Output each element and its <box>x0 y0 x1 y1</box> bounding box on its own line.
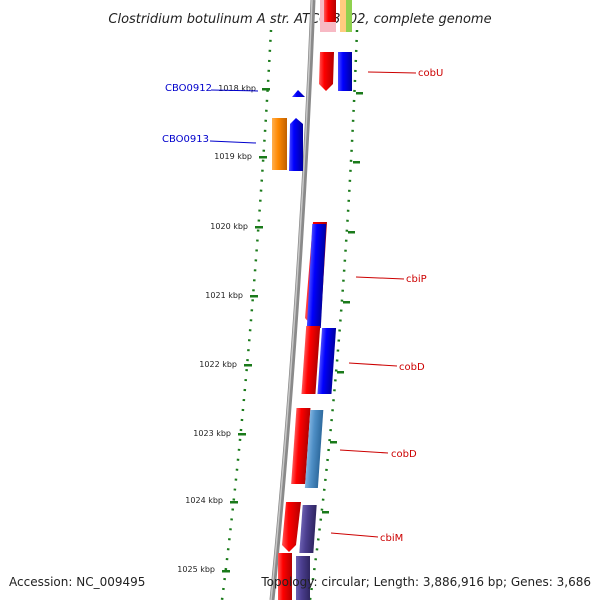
accession-text: Accession: NC_009495 <box>9 575 145 589</box>
left-track-dotted <box>220 29 273 600</box>
label-leader-lines <box>209 71 417 538</box>
tick-label: 1018 kbp <box>218 84 256 93</box>
gene-block-red <box>278 553 292 600</box>
gene-label-cobD: cobD <box>391 449 417 460</box>
gene-block-slateblue <box>299 505 317 553</box>
gene-block-slateblue <box>296 556 310 600</box>
tick-labels: 1018 kbp 1019 kbp 1020 kbp 1021 kbp 1022… <box>177 84 256 574</box>
gene-block-red <box>291 408 311 484</box>
gene-feature-top-orange <box>340 0 346 32</box>
gene-label-cbiP: cbiP <box>406 274 427 285</box>
gene-arrow-CBO0912 <box>292 90 305 97</box>
gene-block-blue <box>306 224 327 328</box>
gene-feature-top-green <box>346 0 352 32</box>
map-title: Clostridium botulinum A str. ATCC 3502, … <box>108 12 491 27</box>
top-partial-features <box>320 0 352 32</box>
gene-block-red <box>301 326 321 394</box>
gene-label-cobD: cobD <box>399 362 425 373</box>
gene-label-CBO0912: CBO0912 <box>165 83 212 94</box>
gene-label-cbiM: cbiM <box>380 533 403 544</box>
gene-label-cobU: cobU <box>418 68 443 79</box>
genome-backbone <box>269 0 316 600</box>
gene-cbiM <box>278 502 317 600</box>
gene-block-blue <box>317 328 337 394</box>
right-tick-marks <box>322 92 363 514</box>
gene-label-CBO0913: CBO0913 <box>162 134 209 145</box>
tick-label: 1025 kbp <box>177 565 215 574</box>
gene-arrow-red <box>282 502 301 552</box>
gene-cobU <box>319 52 352 91</box>
gene-CBO0913 <box>272 118 303 171</box>
gene-feature-top-red <box>324 0 336 22</box>
tick-label: 1023 kbp <box>193 429 231 438</box>
right-track-dotted <box>308 29 359 600</box>
gene-arrow-red <box>319 52 334 91</box>
tick-label: 1021 kbp <box>205 291 243 300</box>
gene-arrow-blue <box>289 118 303 171</box>
gene-cobD-1 <box>301 326 337 394</box>
tick-label: 1020 kbp <box>210 222 248 231</box>
tick-label: 1019 kbp <box>214 152 252 161</box>
gene-block-orange <box>272 118 287 170</box>
gene-cbiP <box>305 222 327 328</box>
tick-label: 1022 kbp <box>199 360 237 369</box>
gene-labels: CBO0912 CBO0913 cobU cbiP cobD cobD cbiM <box>162 68 443 544</box>
left-tick-marks <box>222 88 270 573</box>
gene-cobD-2 <box>291 408 324 488</box>
gene-block-blue <box>338 52 352 91</box>
topology-text: Topology: circular; Length: 3,886,916 bp… <box>260 575 591 589</box>
gene-block-steelblue <box>304 410 324 488</box>
tick-label: 1024 kbp <box>185 496 223 505</box>
